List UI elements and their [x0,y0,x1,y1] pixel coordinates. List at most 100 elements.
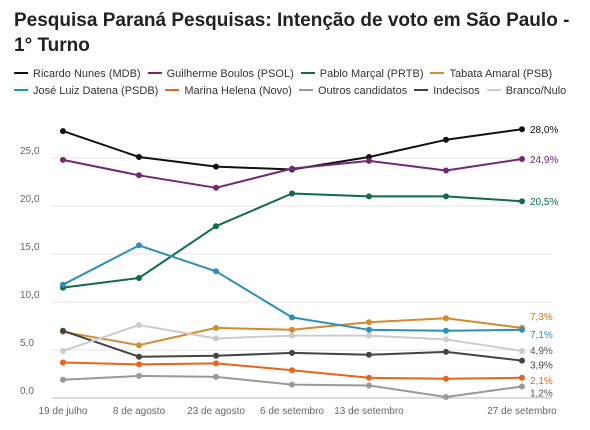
data-point [519,374,525,381]
y-tick-label: 5,0 [20,338,34,349]
data-point [136,372,142,379]
legend-label: Ricardo Nunes (MDB) [33,68,141,80]
legend-item: Outros candidatos [298,83,408,100]
data-point [289,367,295,374]
x-tick-label: 8 de agosto [113,406,166,417]
x-tick-label: 19 de julho [39,406,88,417]
legend-item: Tabata Amaral (PSB) [430,66,552,83]
legend-swatch [414,89,429,92]
data-point [213,335,219,342]
data-point [60,281,66,288]
data-point [519,198,525,205]
data-point [289,381,295,388]
data-point [213,184,219,191]
chart-title: Pesquisa Paraná Pesquisas: Intenção de v… [14,10,570,56]
data-point [366,351,372,358]
data-point [213,268,219,275]
end-value-label: 7,3% [530,312,553,323]
data-point [443,136,449,143]
data-point [443,375,449,382]
data-point [443,315,449,322]
data-point [60,327,66,334]
series-line [62,128,523,171]
y-tick-label: 20,0 [20,194,40,205]
data-point [60,156,66,163]
legend-label: Indecisos [433,85,480,97]
data-point [366,326,372,333]
series-line [62,192,523,289]
data-point [519,126,525,133]
data-point [213,352,219,359]
legend-swatch [430,72,445,75]
data-point [366,382,372,389]
data-point [136,361,142,368]
series-line [62,158,523,189]
data-point [443,167,449,174]
data-point [289,314,295,321]
end-value-label: 2,1% [530,376,553,387]
legend-label: Outros candidatos [317,85,408,97]
data-point [289,349,295,356]
legend-swatch [165,89,180,92]
data-point [136,275,142,281]
data-point [213,324,219,331]
data-point [213,360,219,367]
data-point [366,374,372,381]
data-point [366,157,372,164]
legend-label: Guilherme Boulos (PSOL) [166,68,294,80]
data-point [366,319,372,326]
data-point [136,242,142,249]
legend-swatch [486,89,501,92]
end-value-label: 1,2% [530,388,553,399]
data-point [366,332,372,339]
legend-swatch [14,89,28,92]
chart-legend: Ricardo Nunes (MDB) Guilherme Boulos (PSO… [14,66,574,100]
data-point [136,342,142,349]
data-point [519,348,525,354]
data-point [60,359,66,366]
end-value-label: 7,1% [530,330,553,341]
end-value-label: 3,9% [530,361,553,372]
legend-item: Pablo Marçal (PRTB) [300,66,423,83]
legend-label: Marina Helena (Novo) [184,85,292,97]
data-point [519,156,525,162]
data-point [213,163,219,170]
data-point [519,326,525,333]
legend-swatch [298,89,313,92]
end-value-label: 28,0% [530,125,558,136]
legend-item: José Luiz Datena (PSDB) [14,83,158,100]
legend-label: Branco/Nulo [505,85,567,97]
y-tick-label: 15,0 [20,242,40,253]
y-tick-label: 0,0 [20,386,34,397]
data-point [443,336,449,343]
data-point [60,348,66,354]
legend-item: Guilherme Boulos (PSOL) [147,66,294,83]
end-value-label: 20,5% [530,197,558,208]
data-point [136,154,142,160]
end-value-label: 24,9% [530,155,558,166]
data-point [60,376,66,383]
data-point [366,193,372,200]
legend-item: Ricardo Nunes (MDB) [14,66,141,83]
data-point [136,322,142,328]
data-point [289,190,295,197]
data-point [289,326,295,333]
x-tick-label: 13 de setembro [334,406,404,417]
end-value-label: 4,9% [530,346,553,357]
legend-item: Indecisos [414,83,480,100]
legend-swatch [300,72,315,75]
data-point [289,332,295,339]
legend-swatch [147,72,162,75]
x-tick-label: 6 de setembro [260,406,324,417]
legend-item: Branco/Nulo [486,83,567,100]
x-tick-label: 27 de setembro [487,406,557,417]
legend-label: Tabata Amaral (PSB) [449,68,553,80]
y-tick-label: 10,0 [20,290,40,301]
data-point [289,165,295,172]
x-tick-label: 23 de agosto [187,406,245,417]
legend-swatch [14,72,28,75]
data-point [443,394,449,400]
data-point [136,172,142,179]
data-point [443,327,449,334]
